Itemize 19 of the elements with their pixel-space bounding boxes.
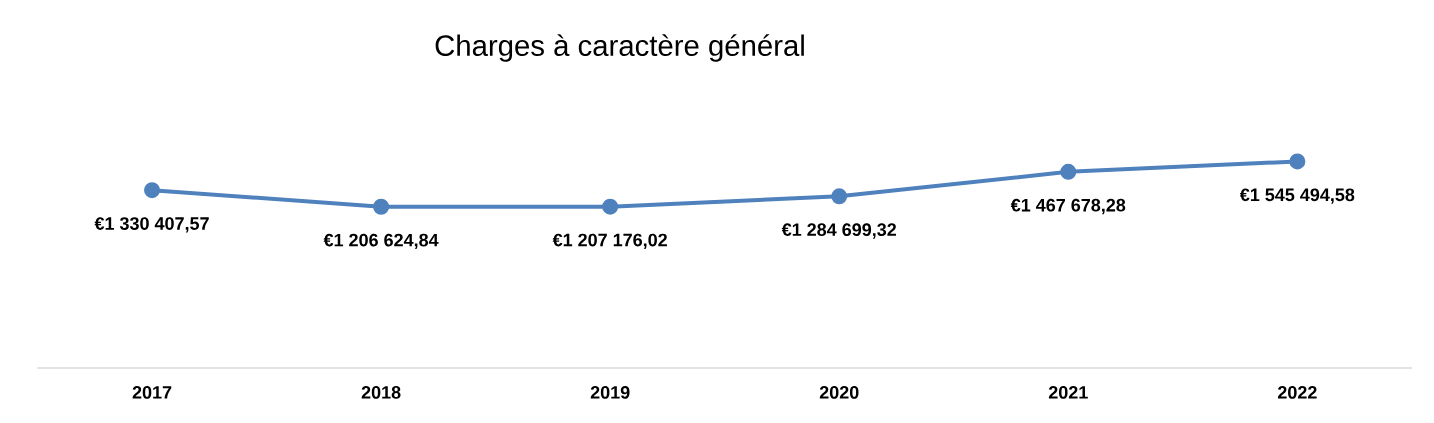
point: [1289, 153, 1306, 170]
point: [831, 188, 848, 205]
x-tick-label: 2020: [819, 386, 859, 399]
data-label: €1 207 176,02: [552, 233, 667, 249]
data-label: €1 206 624,84: [323, 233, 439, 250]
chart-title: Charges à caractère général: [435, 34, 804, 62]
x-tick-label: 2018: [361, 386, 401, 399]
data-label: €1 330 407,57: [94, 217, 209, 233]
data-label: €1 545 494,58: [1239, 188, 1355, 204]
data-label: €1 284 699,32: [781, 223, 897, 239]
point: [144, 182, 161, 199]
x-tick-label: 2021: [1048, 386, 1088, 399]
x-tick-label: 2019: [590, 386, 630, 399]
point: [373, 198, 390, 215]
point: [1060, 163, 1077, 180]
data-label: €1 467 678,28: [1010, 198, 1126, 215]
x-tick-label: 2022: [1277, 386, 1317, 399]
x-tick-label: 2017: [132, 386, 172, 399]
point: [602, 198, 619, 215]
